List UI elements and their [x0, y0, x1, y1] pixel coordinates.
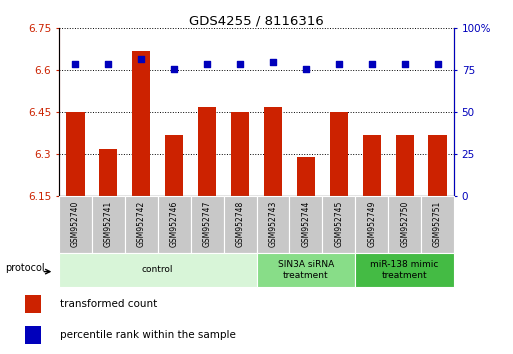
Text: GSM952751: GSM952751 [433, 200, 442, 247]
Text: GSM952744: GSM952744 [301, 200, 310, 247]
Bar [355, 196, 388, 253]
Bar [264, 107, 282, 196]
Text: GSM952743: GSM952743 [268, 200, 278, 247]
Point [433, 61, 442, 67]
Bar [297, 157, 315, 196]
Point [302, 66, 310, 72]
Text: control: control [142, 266, 173, 274]
Text: GSM952742: GSM952742 [137, 200, 146, 247]
Title: GDS4255 / 8116316: GDS4255 / 8116316 [189, 14, 324, 27]
Bar [224, 196, 256, 253]
Bar [256, 253, 355, 287]
Point [236, 61, 244, 67]
Text: GSM952745: GSM952745 [334, 200, 343, 247]
Bar [231, 113, 249, 196]
Text: percentile rank within the sample: percentile rank within the sample [60, 330, 235, 340]
Text: SIN3A siRNA
treatment: SIN3A siRNA treatment [278, 260, 334, 280]
Bar [428, 135, 447, 196]
Text: GSM952748: GSM952748 [235, 200, 245, 247]
Point [334, 61, 343, 67]
Bar [322, 196, 355, 253]
Text: miR-138 mimic
treatment: miR-138 mimic treatment [370, 260, 439, 280]
Text: transformed count: transformed count [60, 299, 157, 309]
Point [401, 61, 409, 67]
Bar [158, 196, 191, 253]
Bar [25, 326, 41, 344]
Bar [396, 135, 413, 196]
Bar [198, 107, 216, 196]
Point [104, 61, 112, 67]
Bar [191, 196, 224, 253]
Bar [25, 295, 41, 313]
Point [137, 56, 145, 62]
Bar [388, 196, 421, 253]
Point [203, 61, 211, 67]
Point [71, 61, 80, 67]
Bar [92, 196, 125, 253]
Bar [100, 149, 117, 196]
Bar [330, 113, 348, 196]
Bar [165, 135, 183, 196]
Text: GSM952750: GSM952750 [400, 200, 409, 247]
Bar [289, 196, 322, 253]
Bar [363, 135, 381, 196]
Text: GSM952741: GSM952741 [104, 200, 113, 247]
Bar [256, 196, 289, 253]
Bar [421, 196, 454, 253]
Bar [66, 113, 85, 196]
Point [269, 59, 277, 65]
Text: GSM952746: GSM952746 [170, 200, 179, 247]
Point [170, 66, 179, 72]
Text: GSM952749: GSM952749 [367, 200, 376, 247]
Bar [355, 253, 454, 287]
Bar [59, 196, 92, 253]
Point [368, 61, 376, 67]
Bar [59, 253, 256, 287]
Text: protocol: protocol [5, 263, 44, 273]
Bar [132, 51, 150, 196]
Bar [125, 196, 158, 253]
Text: GSM952740: GSM952740 [71, 200, 80, 247]
Text: GSM952747: GSM952747 [203, 200, 212, 247]
